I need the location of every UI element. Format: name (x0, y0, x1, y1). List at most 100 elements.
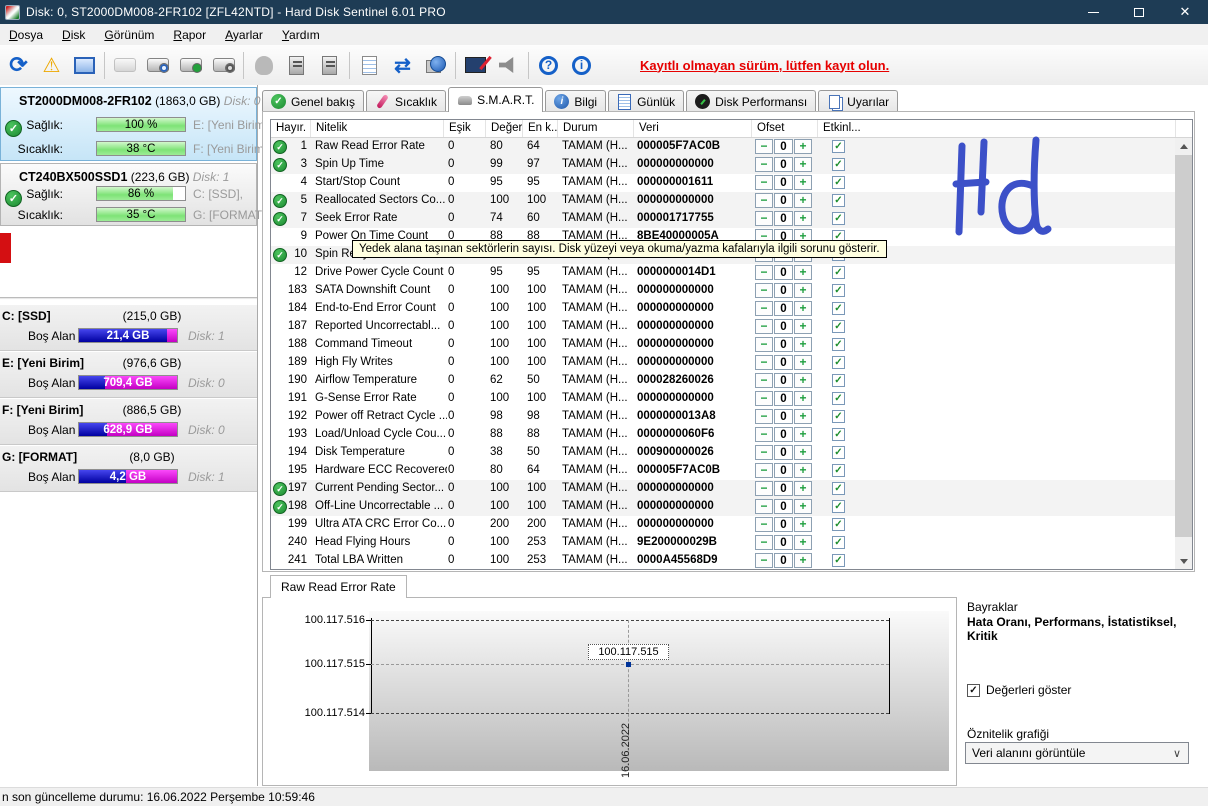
offset-increase-button[interactable]: + (794, 445, 812, 460)
menu-item-rapor[interactable]: Rapor (173, 27, 207, 42)
disk-monitor-button[interactable] (68, 50, 101, 81)
menu-item-ayarlar[interactable]: Ayarlar (225, 27, 263, 42)
offset-decrease-button[interactable]: − (755, 193, 773, 208)
column-header[interactable]: Nitelik (311, 120, 444, 137)
partition-card[interactable]: C: [SSD] (215,0 GB) Boş Alan 21,4 GB Dis… (0, 304, 257, 351)
table-row[interactable]: 1 Raw Read Error Rate 0 80 64 TAMAM (H..… (271, 138, 1175, 156)
enabled-checkbox[interactable]: ✓ (832, 392, 845, 405)
drive-tower2-button[interactable] (313, 50, 346, 81)
offset-increase-button[interactable]: + (794, 391, 812, 406)
offset-decrease-button[interactable]: − (755, 463, 773, 478)
tab-s-m-a-r-t-[interactable]: S.M.A.R.T. (448, 87, 544, 112)
enabled-checkbox[interactable]: ✓ (832, 428, 845, 441)
user-disabled-button[interactable] (247, 50, 280, 81)
enabled-checkbox[interactable]: ✓ (832, 212, 845, 225)
offset-increase-button[interactable]: + (794, 157, 812, 172)
table-row[interactable]: 197 Current Pending Sector... 0 100 100 … (271, 480, 1175, 498)
enabled-checkbox[interactable]: ✓ (832, 176, 845, 189)
table-row[interactable]: 199 Ultra ATA CRC Error Co... 0 200 200 … (271, 516, 1175, 534)
enabled-checkbox[interactable]: ✓ (832, 320, 845, 333)
enabled-checkbox[interactable]: ✓ (832, 374, 845, 387)
enabled-checkbox[interactable]: ✓ (832, 302, 845, 315)
refresh-button[interactable]: ⟳ (2, 50, 35, 81)
offset-decrease-button[interactable]: − (755, 265, 773, 280)
table-row[interactable]: 192 Power off Retract Cycle ... 0 98 98 … (271, 408, 1175, 426)
offset-increase-button[interactable]: + (794, 481, 812, 496)
offset-increase-button[interactable]: + (794, 265, 812, 280)
tab-bilgi[interactable]: Bilgi (545, 90, 607, 112)
offset-decrease-button[interactable]: − (755, 517, 773, 532)
table-row[interactable]: 189 High Fly Writes 0 100 100 TAMAM (H..… (271, 354, 1175, 372)
offset-decrease-button[interactable]: − (755, 355, 773, 370)
settings-monitor-button[interactable] (459, 50, 492, 81)
sound-button[interactable] (492, 50, 525, 81)
info-button[interactable]: i (565, 50, 598, 81)
close-button[interactable]: ✕ (1179, 4, 1191, 19)
table-row[interactable]: 12 Drive Power Cycle Count 0 95 95 TAMAM… (271, 264, 1175, 282)
chart-tab[interactable]: Raw Read Error Rate (270, 575, 407, 598)
enabled-checkbox[interactable]: ✓ (832, 410, 845, 423)
offset-decrease-button[interactable]: − (755, 139, 773, 154)
show-values-checkbox[interactable]: ✓ (967, 683, 980, 697)
offset-decrease-button[interactable]: − (755, 211, 773, 226)
offset-increase-button[interactable]: + (794, 553, 812, 568)
offset-increase-button[interactable]: + (794, 355, 812, 370)
minimize-button[interactable] (1070, 0, 1116, 24)
offset-increase-button[interactable]: + (794, 409, 812, 424)
table-row[interactable]: 3 Spin Up Time 0 99 97 TAMAM (H... 00000… (271, 156, 1175, 174)
offset-decrease-button[interactable]: − (755, 301, 773, 316)
menu-item-yardım[interactable]: Yardım (281, 27, 320, 42)
enabled-checkbox[interactable]: ✓ (832, 464, 845, 477)
table-row[interactable]: 7 Seek Error Rate 0 74 60 TAMAM (H... 00… (271, 210, 1175, 228)
enabled-checkbox[interactable]: ✓ (832, 482, 845, 495)
disk-clock-button[interactable] (141, 50, 174, 81)
disk-card-1[interactable]: CT240BX500SSD1 (223,6 GB) Disk: 1 Sağlık… (0, 163, 265, 226)
disk-accept-button[interactable] (174, 50, 207, 81)
offset-increase-button[interactable]: + (794, 301, 812, 316)
offset-decrease-button[interactable]: − (755, 283, 773, 298)
scrollbar-thumb[interactable] (1175, 155, 1192, 537)
table-row[interactable]: 188 Command Timeout 0 100 100 TAMAM (H..… (271, 336, 1175, 354)
offset-increase-button[interactable]: + (794, 175, 812, 190)
offset-decrease-button[interactable]: − (755, 391, 773, 406)
tab-genel-bak-[interactable]: Genel bakış (262, 90, 365, 112)
offset-increase-button[interactable]: + (794, 193, 812, 208)
table-row[interactable]: 5 Reallocated Sectors Co... 0 100 100 TA… (271, 192, 1175, 210)
offset-increase-button[interactable]: + (794, 463, 812, 478)
offset-increase-button[interactable]: + (794, 427, 812, 442)
table-row[interactable]: 194 Disk Temperature 0 38 50 TAMAM (H...… (271, 444, 1175, 462)
table-row[interactable]: 240 Head Flying Hours 0 100 253 TAMAM (H… (271, 534, 1175, 552)
offset-decrease-button[interactable]: − (755, 481, 773, 496)
table-row[interactable]: 184 End-to-End Error Count 0 100 100 TAM… (271, 300, 1175, 318)
offset-decrease-button[interactable]: − (755, 337, 773, 352)
table-scrollbar[interactable] (1175, 138, 1192, 569)
offset-decrease-button[interactable]: − (755, 373, 773, 388)
report-button[interactable] (353, 50, 386, 81)
partition-card[interactable]: E: [Yeni Birim] (976,6 GB) Boş Alan 709,… (0, 351, 257, 398)
menu-item-görünüm[interactable]: Görünüm (104, 27, 155, 42)
enabled-checkbox[interactable]: ✓ (832, 554, 845, 567)
tab-disk-performans-[interactable]: Disk Performansı (686, 90, 817, 112)
offset-decrease-button[interactable]: − (755, 553, 773, 568)
enabled-checkbox[interactable]: ✓ (832, 284, 845, 297)
enabled-checkbox[interactable]: ✓ (832, 500, 845, 513)
status-warning-button[interactable]: ⚠ (35, 50, 68, 81)
tab-g-nl-k[interactable]: Günlük (608, 90, 685, 112)
table-row[interactable]: 241 Total LBA Written 0 100 253 TAMAM (H… (271, 552, 1175, 570)
offset-decrease-button[interactable]: − (755, 175, 773, 190)
disk-search-button[interactable] (207, 50, 240, 81)
enabled-checkbox[interactable]: ✓ (832, 194, 845, 207)
table-row[interactable]: 4 Start/Stop Count 0 95 95 TAMAM (H... 0… (271, 174, 1175, 192)
scroll-up-button[interactable] (1175, 138, 1192, 154)
offset-decrease-button[interactable]: − (755, 535, 773, 550)
table-row[interactable]: 191 G-Sense Error Rate 0 100 100 TAMAM (… (271, 390, 1175, 408)
table-row[interactable]: 193 Load/Unload Cycle Cou... 0 88 88 TAM… (271, 426, 1175, 444)
enabled-checkbox[interactable]: ✓ (832, 518, 845, 531)
column-header[interactable]: Değer (486, 120, 523, 137)
offset-decrease-button[interactable]: − (755, 409, 773, 424)
maximize-button[interactable] (1116, 0, 1162, 24)
table-row[interactable]: 190 Airflow Temperature 0 62 50 TAMAM (H… (271, 372, 1175, 390)
column-header[interactable]: Etkinl... (818, 120, 1176, 137)
offset-increase-button[interactable]: + (794, 319, 812, 334)
offset-increase-button[interactable]: + (794, 139, 812, 154)
